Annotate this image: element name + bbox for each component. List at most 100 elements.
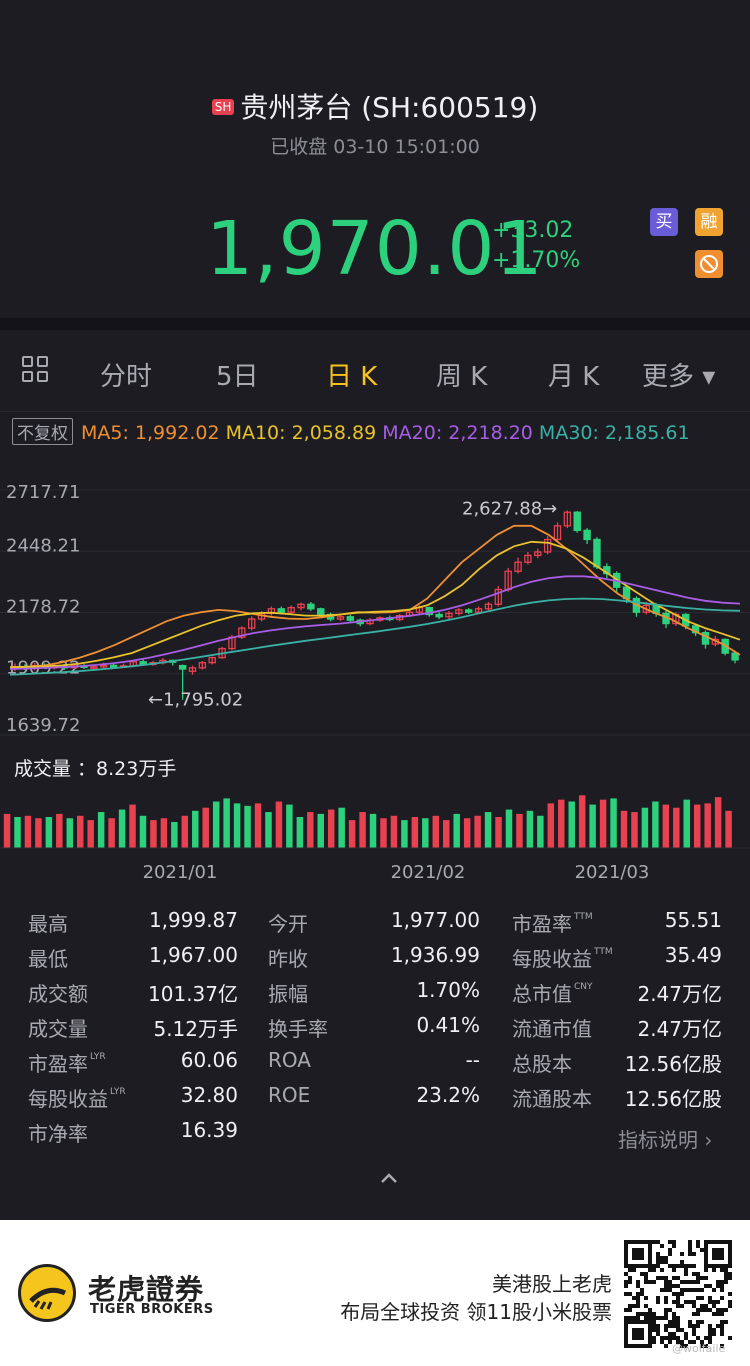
qr-module	[664, 1296, 668, 1300]
buy-button[interactable]: 买	[650, 208, 678, 236]
qr-module	[672, 1336, 676, 1340]
qr-module	[664, 1328, 668, 1332]
stat-value: 60.06	[180, 1048, 238, 1072]
qr-module	[676, 1304, 680, 1308]
volume-label: 成交量 ：8.23万手	[14, 758, 177, 780]
qr-module	[720, 1284, 724, 1288]
qr-module	[648, 1268, 652, 1272]
qr-module	[724, 1280, 728, 1284]
qr-module	[624, 1284, 628, 1288]
stat-value: --	[465, 1048, 480, 1072]
tab-more[interactable]: 更多 ▾	[642, 362, 716, 392]
stat-label-text: 今开	[268, 912, 308, 936]
stat-label: 最低	[28, 943, 68, 972]
qr-module	[712, 1328, 716, 1332]
qr-module	[656, 1276, 660, 1280]
qr-module	[700, 1288, 704, 1292]
tab-monthly-k[interactable]: 月 K	[548, 362, 600, 392]
stat-value: 55.51	[664, 908, 722, 932]
qr-module	[684, 1300, 688, 1304]
tab-intraday[interactable]: 分时	[100, 362, 153, 392]
volume-bar	[505, 809, 513, 848]
stat-label-text: 每股收益	[512, 947, 592, 971]
qr-module	[668, 1252, 672, 1256]
volume-bar	[652, 801, 659, 848]
stat-value: 1,999.87	[148, 908, 238, 932]
qr-module	[700, 1344, 704, 1348]
short-restricted-icon[interactable]	[695, 250, 723, 278]
qr-module	[676, 1300, 680, 1304]
volume-bar	[474, 815, 481, 848]
market-status: 已收盘 03-10 15:01:00	[270, 136, 480, 158]
qr-module	[640, 1272, 644, 1276]
stat-label: 总股本	[512, 1048, 572, 1077]
qr-module	[664, 1260, 668, 1264]
qr-module	[704, 1276, 708, 1280]
candle-body	[178, 664, 187, 670]
candle-body	[731, 652, 739, 661]
candle-body	[514, 561, 522, 572]
volume-bar	[369, 813, 377, 848]
volume-bar	[558, 799, 565, 848]
volume-bar	[589, 804, 596, 848]
grid-icon[interactable]	[22, 356, 50, 384]
margin-button[interactable]: 融	[695, 208, 723, 236]
qr-module	[656, 1324, 660, 1328]
tab-5day[interactable]: 5日	[216, 362, 259, 392]
qr-module	[664, 1280, 668, 1284]
collapse-chevron-up-icon[interactable]	[379, 1168, 399, 1188]
qr-module	[680, 1344, 684, 1348]
qr-module	[660, 1340, 664, 1344]
candle-body	[543, 538, 552, 553]
qr-module	[636, 1280, 640, 1284]
candle-body	[563, 511, 572, 527]
volume-bar	[327, 809, 335, 848]
qr-module	[652, 1328, 656, 1332]
stat-label-sup: LYR	[90, 1052, 106, 1062]
tab-daily-k[interactable]: 日 K	[326, 362, 378, 392]
qr-module	[668, 1248, 672, 1252]
qr-module	[696, 1312, 700, 1316]
qr-module	[656, 1240, 660, 1244]
volume-bar	[129, 804, 136, 848]
volume-bar	[620, 810, 628, 848]
qr-module	[672, 1300, 676, 1304]
indicator-explain-link[interactable]: 指标说明 ›	[618, 1128, 713, 1152]
adjust-toggle[interactable]: 不复权	[12, 418, 73, 445]
kline-chart[interactable]: 2717.712448.212178.721909.221639.722,627…	[0, 450, 750, 890]
qr-module	[720, 1308, 724, 1312]
volume-bar	[307, 812, 314, 848]
stat-label: 流通股本	[512, 1083, 592, 1112]
qr-module	[628, 1280, 632, 1284]
candle-body	[336, 616, 345, 620]
tab-weekly-k[interactable]: 周 K	[436, 362, 488, 392]
stat-label: 成交量	[28, 1013, 88, 1042]
stat-value: 1,977.00	[390, 908, 480, 932]
qr-module	[656, 1296, 660, 1300]
qr-module	[696, 1240, 700, 1244]
qr-module	[628, 1276, 632, 1280]
stat-label-text: 市盈率	[512, 912, 572, 936]
qr-module	[708, 1308, 712, 1312]
qr-module	[656, 1328, 660, 1332]
qr-module	[708, 1300, 712, 1304]
volume-bar	[24, 815, 32, 848]
volume-bar	[338, 807, 345, 848]
qr-module	[704, 1336, 708, 1340]
stat-value: 5.12万手	[153, 1017, 238, 1041]
qr-module	[720, 1332, 724, 1336]
qr-module	[684, 1272, 688, 1276]
qr-module	[640, 1312, 644, 1316]
candle-body	[188, 667, 197, 672]
ma30-line	[9, 597, 741, 676]
qr-module	[676, 1328, 680, 1332]
qr-module	[728, 1300, 732, 1304]
market-badge: SH	[211, 99, 235, 115]
qr-module	[680, 1264, 684, 1268]
y-tick-label: 2717.71	[6, 482, 80, 503]
qr-module	[692, 1328, 696, 1332]
qr-module	[720, 1324, 724, 1328]
qr-module	[660, 1256, 664, 1260]
qr-module	[640, 1288, 644, 1292]
qr-module	[660, 1276, 664, 1280]
